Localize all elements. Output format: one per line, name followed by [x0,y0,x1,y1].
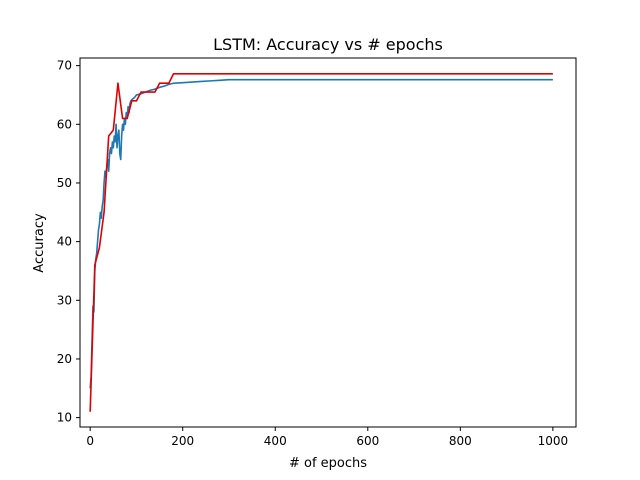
y-tick-label: 40 [57,235,72,249]
y-tick-label: 50 [57,176,72,190]
y-tick-label: 30 [57,293,72,307]
x-tick-label: 1000 [538,434,569,448]
series-layer [89,73,553,412]
plot-area [79,57,577,428]
y-axis-label: Accuracy [32,213,47,273]
x-tick-label: 0 [86,434,94,448]
series-line-1 [89,73,553,412]
x-tick-label: 600 [356,434,379,448]
plot-frame [79,57,577,428]
y-axis: 10 20 30 40 50 60 70 [57,59,80,425]
x-axis: 0 200 400 600 800 1000 [86,427,568,448]
x-tick-label: 800 [449,434,472,448]
x-tick-label: 400 [264,434,287,448]
y-tick-label: 20 [57,352,72,366]
y-tick-label: 70 [57,59,72,73]
y-tick-label: 60 [57,117,72,131]
y-tick-label: 10 [57,411,72,425]
chart-title: LSTM: Accuracy vs # epochs [213,35,443,54]
x-axis-label: # of epochs [289,456,367,471]
x-tick-label: 200 [171,434,194,448]
series-line-0 [89,78,553,389]
